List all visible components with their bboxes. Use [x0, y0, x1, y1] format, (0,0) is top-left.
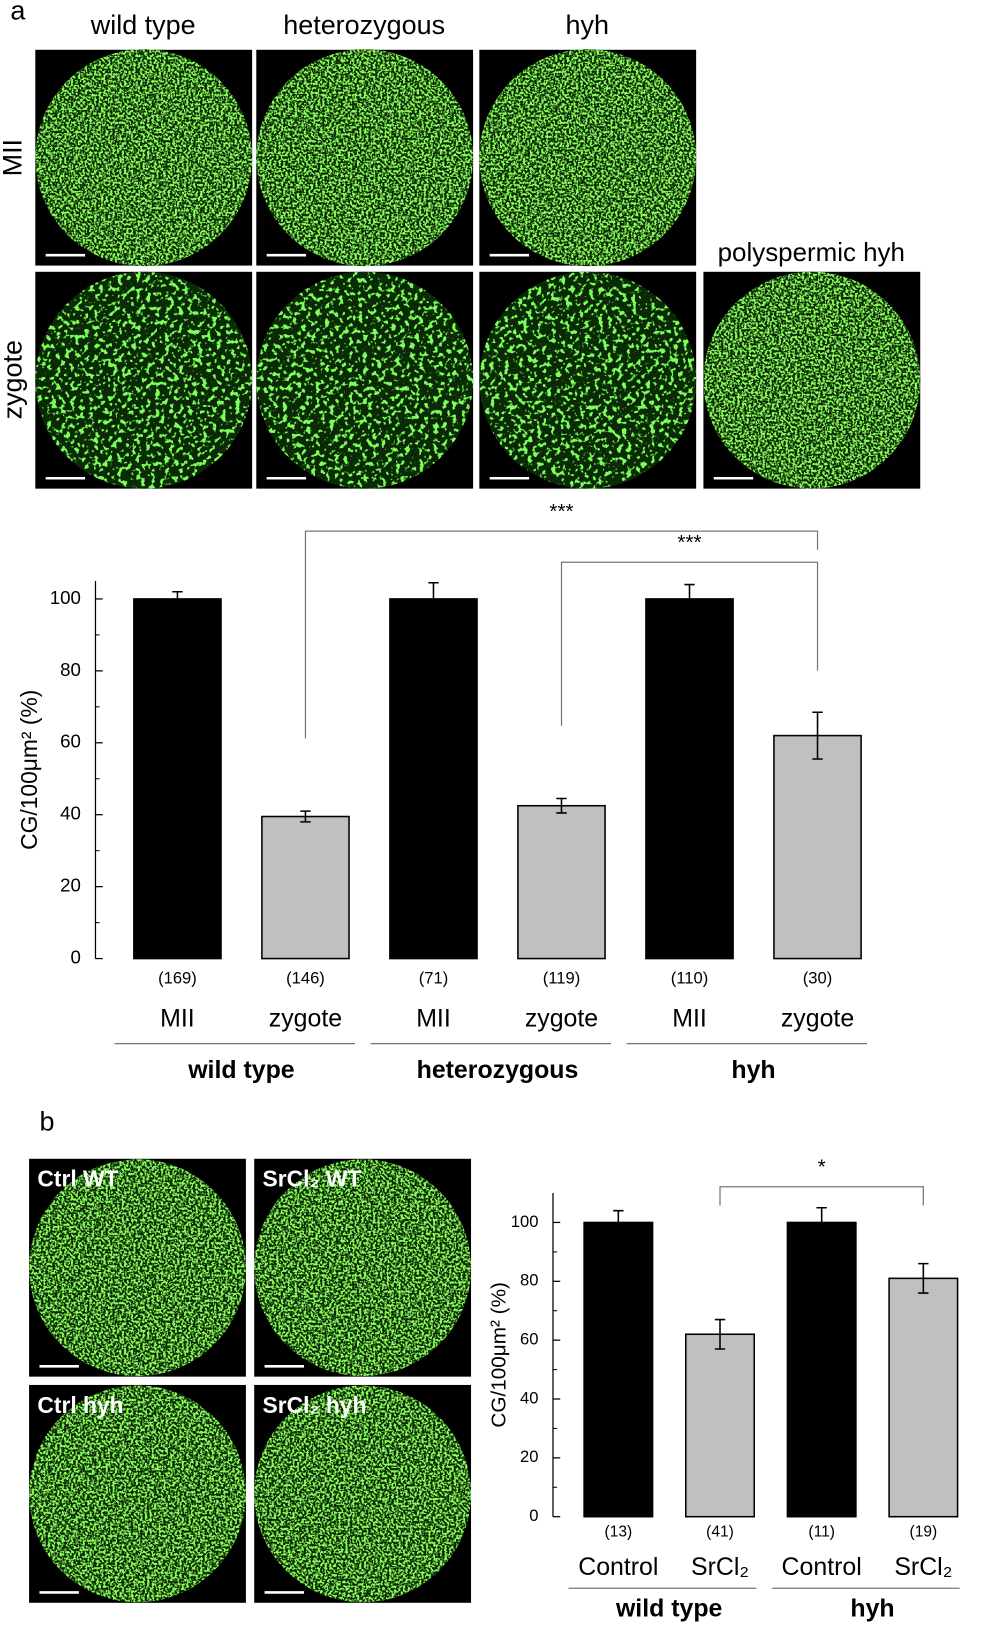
bar: [261, 815, 350, 960]
y-tick-label: 20: [60, 875, 81, 896]
x-tick-label: MII: [672, 1004, 707, 1032]
significance-bracket: [719, 1186, 924, 1206]
bar: [583, 1221, 654, 1518]
oocyte-speckle: [254, 1385, 472, 1603]
y-tick-label: 0: [529, 1506, 538, 1525]
sample-size: (110): [671, 969, 708, 988]
x-tick-label: SrCl₂: [894, 1553, 952, 1581]
sample-size: (146): [286, 969, 325, 988]
sample-size: (119): [543, 969, 580, 988]
bar: [645, 598, 734, 960]
image-label: Ctrl WT: [37, 1166, 118, 1192]
y-tick-label: 100: [511, 1212, 539, 1231]
sample-size: (11): [808, 1523, 835, 1540]
x-tick-label: zygote: [269, 1004, 342, 1032]
y-tick-label: 80: [60, 659, 81, 680]
column-label: heterozygous: [283, 10, 445, 40]
y-tick-label: 0: [71, 947, 81, 968]
y-tick-label: 60: [60, 731, 81, 752]
significance-bracket: [304, 530, 819, 739]
significance-label: *: [818, 1156, 826, 1179]
column-label: hyh: [565, 10, 608, 40]
bar: [517, 804, 606, 960]
row-label: zygote: [0, 340, 28, 419]
oocyte-speckle: [35, 49, 253, 267]
x-tick-label: Control: [782, 1553, 862, 1581]
error-bar: [714, 1318, 726, 1350]
error-bar: [684, 583, 695, 615]
panel-label: a: [10, 0, 25, 26]
y-tick-label: 60: [520, 1330, 538, 1349]
y-axis-label: CG/100μm² (%): [488, 1282, 511, 1428]
significance-label: ***: [549, 500, 573, 523]
x-tick-label: MII: [416, 1004, 451, 1032]
sample-size: (30): [803, 969, 832, 988]
column-label: wild type: [90, 10, 196, 40]
error-bar: [556, 797, 567, 814]
bar: [133, 598, 222, 960]
oocyte-speckle: [256, 49, 474, 267]
bar: [773, 734, 862, 960]
oocyte-speckle: [254, 1159, 472, 1377]
bar: [389, 598, 478, 960]
y-tick-label: 20: [520, 1447, 538, 1466]
sample-size: (169): [158, 969, 197, 988]
group-label: wild type: [615, 1595, 722, 1623]
bar: [786, 1221, 857, 1518]
error-bar: [918, 1262, 929, 1294]
y-tick-label: 100: [50, 587, 81, 608]
error-bar: [300, 810, 311, 823]
x-tick-label: Control: [578, 1553, 658, 1581]
group-label: heterozygous: [417, 1056, 579, 1084]
group-label: wild type: [187, 1056, 294, 1084]
image-label: Ctrl hyh: [37, 1392, 123, 1418]
image-label: SrCl₂ WT: [263, 1166, 362, 1192]
oocyte-speckle: [29, 1385, 246, 1603]
y-tick-label: 40: [520, 1388, 538, 1407]
image-label: SrCl₂ hyh: [263, 1392, 367, 1418]
oocyte-speckle: [256, 271, 474, 489]
error-bar: [613, 1209, 624, 1235]
oocyte-speckle: [29, 1159, 246, 1377]
sample-size: (13): [605, 1523, 633, 1540]
error-bar: [428, 581, 439, 616]
row-label: MII: [0, 139, 28, 176]
bar: [888, 1277, 959, 1518]
y-tick-label: 40: [60, 803, 81, 824]
oocyte-speckle: [703, 271, 921, 489]
oocyte-speckle: [35, 271, 253, 489]
x-tick-label: MII: [160, 1004, 195, 1032]
error-bar: [812, 711, 823, 760]
significance-label: ***: [677, 531, 701, 554]
sample-size: (71): [419, 969, 448, 988]
oocyte-speckle: [479, 271, 697, 489]
sample-size: (19): [910, 1523, 938, 1540]
group-label: hyh: [850, 1595, 894, 1623]
image-label: polyspermic hyh: [718, 239, 905, 267]
significance-bracket: [560, 561, 819, 726]
oocyte-speckle: [479, 49, 697, 267]
bar: [684, 1333, 756, 1518]
panel-label: b: [39, 1107, 54, 1137]
error-bar: [816, 1206, 827, 1238]
sample-size: (41): [706, 1523, 734, 1540]
x-tick-label: SrCl₂: [691, 1553, 749, 1581]
group-label: hyh: [731, 1056, 775, 1084]
y-tick-label: 80: [520, 1271, 538, 1290]
x-tick-label: zygote: [525, 1004, 598, 1032]
y-axis-label: CG/100μm² (%): [16, 690, 42, 850]
error-bar: [172, 590, 183, 607]
x-tick-label: zygote: [781, 1004, 854, 1032]
